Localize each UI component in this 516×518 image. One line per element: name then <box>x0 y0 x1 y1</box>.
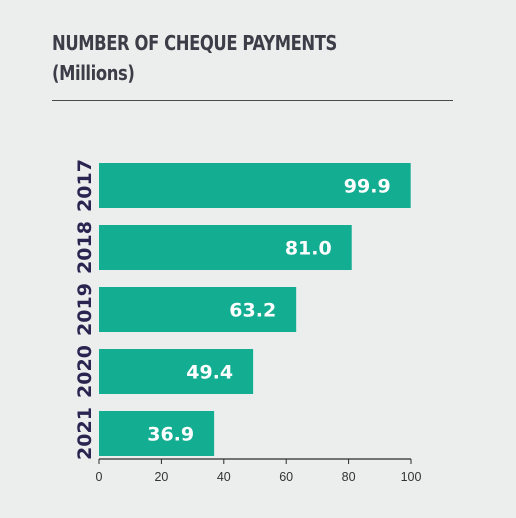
x-tick-label-60: 60 <box>279 470 293 484</box>
chart-subtitle: (Millions) <box>52 61 135 85</box>
category-label-2020: 2020 <box>74 345 96 398</box>
category-label-2021: 2021 <box>74 407 96 460</box>
bar-2018 <box>99 225 352 270</box>
x-tick-label-40: 40 <box>217 470 231 484</box>
bar-value-label-2017: 99.9 <box>344 176 391 198</box>
bars-group: 99.9 81.0 63.2 49.4 36.9 <box>99 163 411 456</box>
chart-title: NUMBER OF CHEQUE PAYMENTS <box>52 31 337 55</box>
x-tick-label-0: 0 <box>96 470 103 484</box>
x-axis: 0 20 40 60 80 100 <box>96 458 422 484</box>
category-label-2019: 2019 <box>74 283 96 336</box>
x-tick-label-80: 80 <box>342 470 356 484</box>
chart-title-block: NUMBER OF CHEQUE PAYMENTS (Millions) <box>52 28 337 88</box>
bar-2021 <box>99 411 215 456</box>
x-tick-label-20: 20 <box>154 470 168 484</box>
bar-value-label-2021: 36.9 <box>147 424 194 446</box>
title-divider <box>52 100 453 101</box>
bar-2019 <box>99 287 297 332</box>
x-tick-label-100: 100 <box>401 470 422 484</box>
bar-value-label-2019: 63.2 <box>229 300 276 322</box>
bar-2020 <box>99 349 254 394</box>
bar-2017 <box>99 163 411 208</box>
category-labels-group: 2017 2018 2019 2020 2021 <box>74 159 96 460</box>
bar-value-label-2020: 49.4 <box>186 362 233 384</box>
bar-value-label-2018: 81.0 <box>285 238 332 260</box>
category-label-2018: 2018 <box>74 221 96 274</box>
category-label-2017: 2017 <box>74 159 96 212</box>
